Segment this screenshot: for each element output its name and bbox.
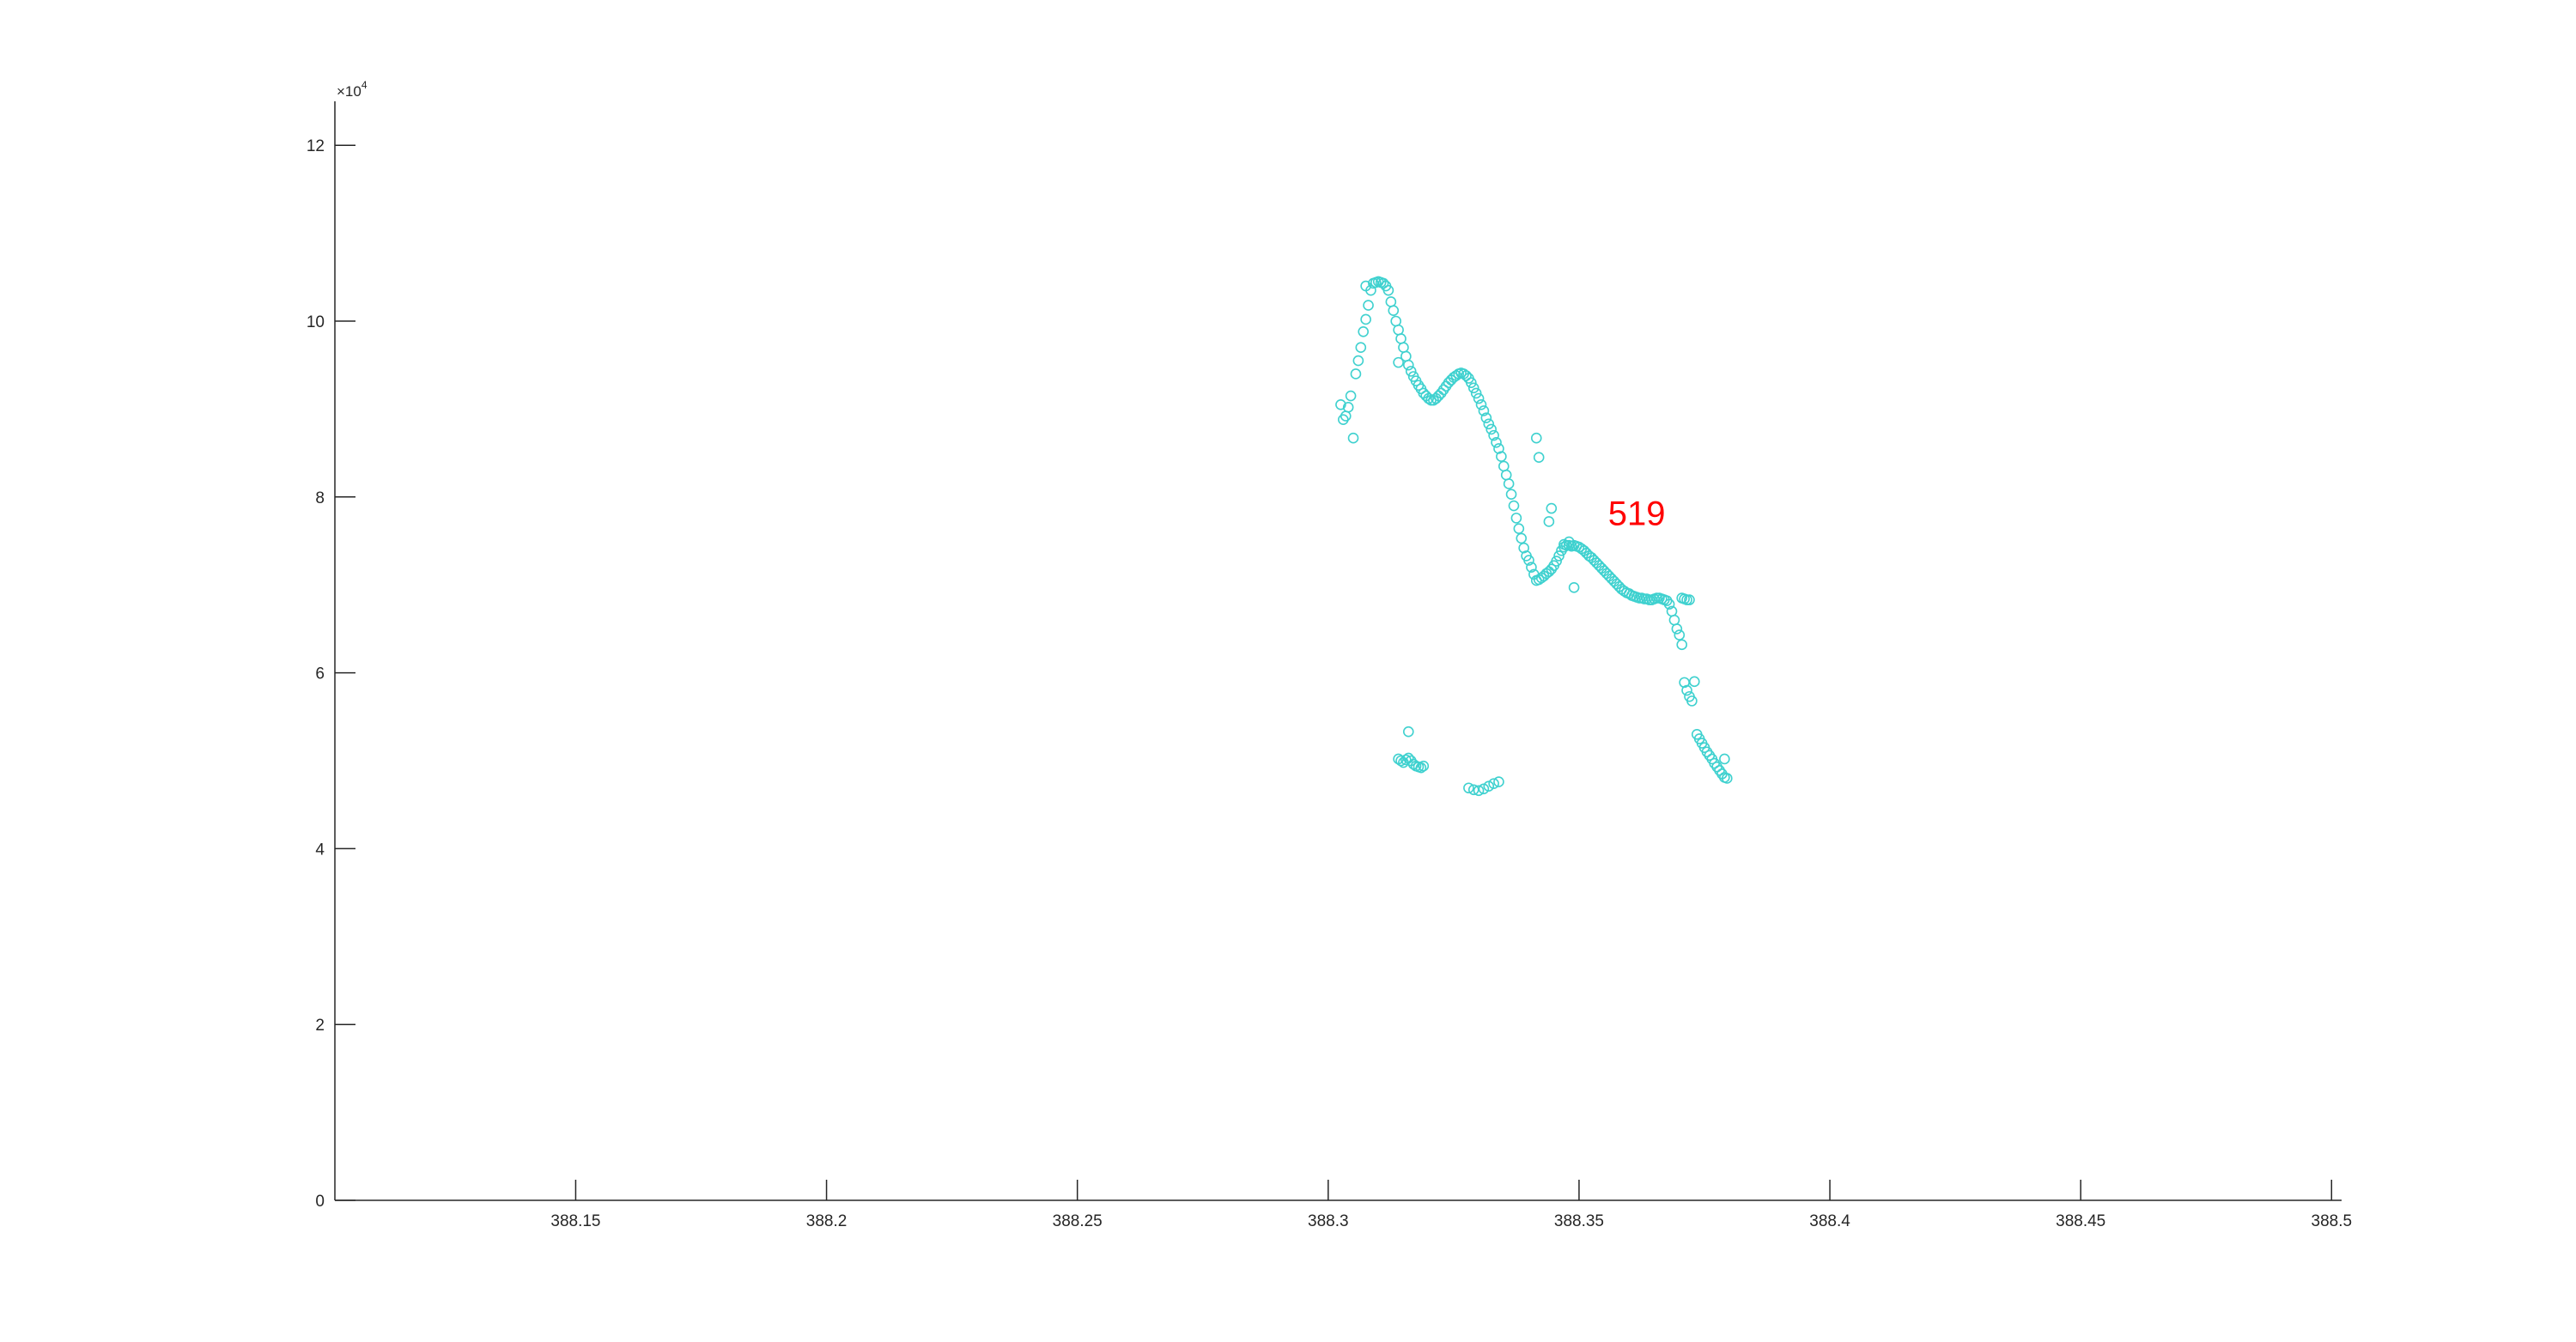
data-point — [1402, 359, 1414, 371]
data-point — [1491, 437, 1502, 448]
y-tick-label: 2 — [315, 1017, 325, 1035]
data-point — [1483, 418, 1495, 430]
data-point — [1526, 562, 1537, 574]
data-point — [1513, 523, 1525, 534]
x-tick-label: 388.3 — [1308, 1212, 1349, 1230]
data-point — [1402, 726, 1414, 738]
data-point — [1418, 760, 1430, 772]
data-point — [1470, 387, 1482, 399]
data-point — [1498, 460, 1510, 472]
data-point — [1358, 325, 1370, 337]
data-point — [1478, 405, 1490, 416]
data-point — [1467, 382, 1479, 394]
data-point — [1533, 452, 1545, 464]
data-point — [1553, 550, 1564, 562]
data-point — [1360, 280, 1371, 292]
data-point — [1395, 333, 1406, 344]
data-point — [1503, 478, 1515, 489]
data-point — [1355, 342, 1367, 354]
data-point — [1508, 500, 1520, 512]
data-point — [1377, 277, 1389, 289]
data-point — [1393, 324, 1404, 336]
data-point — [1463, 782, 1474, 794]
data-point — [1674, 629, 1686, 641]
data-point — [1493, 776, 1504, 787]
data-point — [1681, 684, 1692, 696]
data-point — [1390, 315, 1401, 327]
data-point — [1385, 296, 1397, 307]
y-tick-label: 10 — [307, 313, 325, 331]
y-tick-label: 12 — [307, 137, 325, 155]
data-point — [1423, 392, 1434, 404]
data-point — [1473, 392, 1485, 404]
y-axis-exponent: ×104 — [337, 79, 368, 100]
data-point — [1668, 614, 1680, 626]
data-point — [1382, 284, 1394, 296]
x-tick-label: 388.45 — [2056, 1212, 2105, 1230]
data-point — [1475, 398, 1487, 410]
y-axis-ticks: 0 2 4 6 8 10 12 — [307, 137, 355, 1211]
data-point — [1461, 370, 1472, 381]
y-tick-label: 0 — [315, 1193, 325, 1211]
data-point — [1388, 305, 1400, 317]
data-point — [1400, 350, 1412, 362]
x-tick-label: 388.4 — [1809, 1212, 1850, 1230]
x-tick-label: 388.25 — [1053, 1212, 1103, 1230]
data-point — [1563, 536, 1575, 548]
data-point — [1473, 785, 1485, 797]
data-point — [1568, 581, 1580, 593]
data-point — [1676, 639, 1688, 651]
data-point — [1530, 432, 1542, 444]
data-point — [1345, 390, 1357, 402]
data-point — [1689, 676, 1700, 688]
data-point — [1505, 489, 1517, 501]
data-point — [1342, 402, 1354, 413]
data-point — [1684, 594, 1695, 605]
data-point — [1686, 695, 1698, 707]
data-point — [1483, 780, 1495, 792]
data-point — [1516, 532, 1528, 544]
x-axis-ticks: 388.15 388.2 388.25 388.3 388.35 388.4 388.45 3… — [550, 1180, 2352, 1230]
data-point — [1523, 555, 1534, 566]
x-tick-label: 388.15 — [550, 1212, 600, 1230]
data-point — [1558, 538, 1570, 550]
data-point — [1480, 412, 1492, 423]
data-point — [1335, 398, 1346, 410]
data-point — [1488, 429, 1499, 441]
point-annotation: 519 — [1608, 495, 1666, 533]
data-point — [1398, 342, 1409, 354]
data-point — [1352, 355, 1364, 367]
data-point — [1393, 356, 1404, 368]
data-point — [1485, 423, 1497, 435]
data-point — [1551, 556, 1562, 567]
data-points — [1335, 276, 1733, 797]
data-point — [1347, 432, 1359, 444]
data-point — [1543, 516, 1555, 527]
data-point — [1405, 366, 1417, 377]
x-tick-label: 388.2 — [806, 1212, 848, 1230]
data-point — [1360, 313, 1371, 325]
data-point — [1546, 502, 1558, 514]
data-point — [1510, 513, 1522, 524]
data-point — [1478, 783, 1490, 795]
y-tick-label: 8 — [315, 489, 325, 507]
data-point — [1719, 753, 1730, 765]
data-point — [1363, 300, 1374, 311]
plot-area — [334, 101, 2342, 1201]
data-point — [1500, 469, 1512, 481]
y-tick-label: 4 — [315, 841, 325, 859]
data-point — [1663, 598, 1675, 610]
data-point — [1496, 451, 1507, 462]
data-point — [1466, 377, 1477, 388]
data-point — [1671, 623, 1683, 635]
data-point — [1488, 778, 1499, 789]
x-tick-label: 388.5 — [2312, 1212, 2353, 1230]
x-tick-label: 388.35 — [1554, 1212, 1604, 1230]
y-tick-label: 6 — [315, 665, 325, 683]
data-point — [1415, 762, 1427, 774]
data-point — [1350, 368, 1362, 380]
data-point — [1721, 773, 1733, 784]
